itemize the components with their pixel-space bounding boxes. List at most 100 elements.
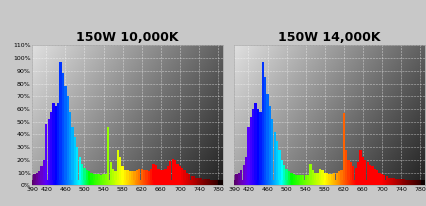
Bar bbox=[143, 180, 144, 185]
Bar bbox=[252, 180, 253, 185]
Bar bbox=[181, 180, 182, 185]
Bar bbox=[97, 180, 98, 185]
Bar bbox=[366, 163, 368, 185]
Bar bbox=[66, 96, 69, 185]
Bar bbox=[100, 175, 102, 185]
Bar bbox=[387, 178, 389, 185]
Bar bbox=[131, 171, 133, 185]
Bar bbox=[327, 180, 328, 185]
Bar bbox=[107, 127, 109, 185]
Bar bbox=[119, 157, 121, 185]
Bar bbox=[403, 180, 404, 185]
Bar bbox=[396, 180, 397, 185]
Bar bbox=[129, 180, 130, 185]
Bar bbox=[380, 180, 382, 185]
Bar bbox=[236, 180, 237, 185]
Bar bbox=[233, 180, 234, 185]
Bar bbox=[95, 180, 96, 185]
Bar bbox=[178, 180, 179, 185]
Bar bbox=[145, 170, 147, 185]
Bar bbox=[342, 180, 343, 185]
Bar bbox=[401, 179, 403, 185]
Bar bbox=[355, 180, 356, 185]
Bar bbox=[293, 180, 294, 185]
Bar bbox=[314, 173, 316, 185]
Bar bbox=[203, 180, 204, 185]
Bar bbox=[384, 180, 386, 185]
Bar bbox=[320, 180, 321, 185]
Bar bbox=[59, 62, 62, 185]
Bar bbox=[375, 170, 377, 185]
Bar bbox=[361, 180, 362, 185]
Bar bbox=[66, 180, 67, 185]
Bar bbox=[319, 180, 320, 185]
Bar bbox=[318, 180, 319, 185]
Bar bbox=[62, 180, 63, 185]
Bar bbox=[351, 180, 352, 185]
Bar bbox=[143, 170, 145, 185]
Bar bbox=[322, 180, 323, 185]
Bar bbox=[84, 180, 85, 185]
Bar bbox=[218, 180, 219, 185]
Bar bbox=[268, 107, 271, 185]
Bar bbox=[367, 180, 368, 185]
Bar bbox=[106, 180, 108, 185]
Bar bbox=[86, 170, 88, 185]
Bar bbox=[262, 180, 263, 185]
Bar bbox=[138, 180, 139, 185]
Bar bbox=[372, 180, 373, 185]
Bar bbox=[255, 180, 256, 185]
Bar bbox=[157, 180, 158, 185]
Bar bbox=[40, 180, 41, 185]
Bar bbox=[79, 180, 80, 185]
Bar bbox=[58, 180, 59, 185]
Bar bbox=[81, 164, 83, 185]
Bar bbox=[296, 180, 297, 185]
Bar bbox=[279, 180, 280, 185]
Bar bbox=[375, 180, 376, 185]
Bar bbox=[373, 169, 375, 185]
Bar bbox=[104, 174, 107, 185]
Bar bbox=[139, 180, 140, 185]
Bar bbox=[392, 178, 394, 185]
Bar bbox=[158, 180, 159, 185]
Bar bbox=[164, 180, 165, 185]
Bar bbox=[311, 170, 313, 185]
Bar bbox=[414, 180, 415, 185]
Bar bbox=[325, 180, 326, 185]
Bar bbox=[276, 180, 277, 185]
Bar bbox=[83, 167, 85, 185]
Bar bbox=[383, 180, 384, 185]
Bar bbox=[52, 180, 53, 185]
Bar bbox=[64, 180, 65, 185]
Bar bbox=[43, 160, 45, 185]
Bar bbox=[37, 180, 38, 185]
Bar bbox=[94, 180, 95, 185]
Bar bbox=[64, 86, 66, 185]
Bar bbox=[264, 180, 265, 185]
Bar bbox=[254, 103, 256, 185]
Bar bbox=[193, 177, 195, 185]
Bar bbox=[364, 180, 366, 185]
Bar bbox=[392, 180, 393, 185]
Bar bbox=[117, 180, 118, 185]
Bar bbox=[339, 180, 340, 185]
Bar bbox=[85, 180, 86, 185]
Bar bbox=[214, 180, 216, 185]
Bar bbox=[357, 180, 358, 185]
Bar bbox=[348, 180, 349, 185]
Bar bbox=[278, 180, 279, 185]
Bar bbox=[294, 180, 295, 185]
Bar bbox=[368, 165, 370, 185]
Bar bbox=[399, 180, 400, 185]
Bar bbox=[112, 180, 113, 185]
Bar bbox=[49, 180, 51, 185]
Bar bbox=[334, 180, 335, 185]
Bar bbox=[406, 180, 409, 185]
Bar bbox=[268, 180, 269, 185]
Bar bbox=[389, 180, 390, 185]
Bar bbox=[244, 180, 245, 185]
Bar bbox=[118, 180, 119, 185]
Bar bbox=[305, 180, 306, 185]
Bar bbox=[151, 180, 152, 185]
